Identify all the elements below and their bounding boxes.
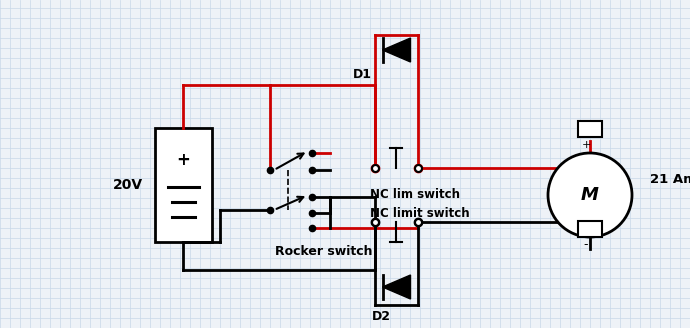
Text: M: M [581,186,599,204]
Text: Rocker switch: Rocker switch [275,245,373,258]
Text: D2: D2 [372,310,391,323]
Bar [578,221,602,237]
Text: 20V: 20V [113,178,143,192]
Text: +: + [581,140,591,150]
Polygon shape [382,38,411,62]
Text: NC limit switch: NC limit switch [370,207,470,220]
Bar [578,121,602,137]
Bar [155,128,212,242]
Text: -: - [584,238,589,252]
Text: +: + [177,151,190,169]
Circle shape [548,153,632,237]
Text: NC lim switch: NC lim switch [370,188,460,201]
Text: D1: D1 [353,69,372,81]
Polygon shape [382,275,411,299]
Text: 21 Amp Motor: 21 Amp Motor [650,174,690,187]
